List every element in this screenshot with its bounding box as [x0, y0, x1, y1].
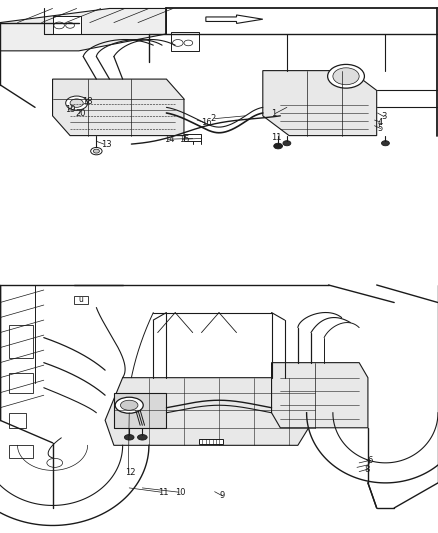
Text: 11: 11	[158, 488, 168, 497]
Bar	[171, 33, 199, 51]
Polygon shape	[206, 15, 263, 23]
Circle shape	[47, 458, 63, 467]
Bar	[53, 15, 81, 34]
Circle shape	[93, 149, 99, 153]
Bar	[184, 134, 201, 141]
Text: 6: 6	[367, 456, 372, 465]
Polygon shape	[0, 9, 166, 51]
Bar	[9, 325, 33, 358]
Text: 20: 20	[76, 109, 86, 118]
Text: 9: 9	[219, 491, 224, 500]
Bar	[9, 446, 33, 458]
Circle shape	[120, 400, 138, 410]
Text: 12: 12	[125, 469, 135, 478]
Text: 14: 14	[164, 135, 175, 144]
Circle shape	[283, 141, 291, 146]
Text: 10: 10	[175, 488, 186, 497]
Bar	[9, 413, 26, 428]
Circle shape	[184, 40, 193, 46]
Text: 4: 4	[378, 118, 383, 126]
Text: 13: 13	[101, 140, 111, 149]
Circle shape	[66, 22, 74, 28]
Text: 15: 15	[179, 135, 189, 144]
Bar	[74, 296, 88, 303]
Circle shape	[173, 39, 183, 46]
Polygon shape	[53, 79, 184, 135]
Circle shape	[333, 68, 359, 85]
Circle shape	[115, 397, 143, 413]
Circle shape	[274, 143, 283, 149]
Circle shape	[124, 434, 134, 440]
Polygon shape	[114, 393, 166, 428]
Bar	[199, 439, 223, 444]
Circle shape	[328, 64, 364, 88]
Circle shape	[381, 141, 389, 146]
Bar	[9, 373, 33, 393]
Text: 19: 19	[65, 105, 75, 114]
Text: 16: 16	[201, 118, 212, 127]
Circle shape	[91, 148, 102, 155]
Text: 5: 5	[378, 124, 383, 133]
Polygon shape	[272, 362, 368, 428]
Text: 2: 2	[210, 114, 215, 123]
Polygon shape	[105, 378, 324, 446]
Text: u: u	[78, 295, 84, 304]
Circle shape	[138, 434, 147, 440]
Text: 18: 18	[82, 97, 93, 106]
Text: 7: 7	[365, 461, 370, 470]
Text: 3: 3	[381, 112, 386, 121]
Polygon shape	[263, 70, 377, 135]
Text: 8: 8	[365, 465, 370, 474]
Circle shape	[66, 96, 88, 110]
Circle shape	[54, 22, 64, 29]
Text: 1: 1	[272, 109, 277, 118]
Circle shape	[70, 99, 83, 107]
Text: 11: 11	[272, 133, 282, 141]
